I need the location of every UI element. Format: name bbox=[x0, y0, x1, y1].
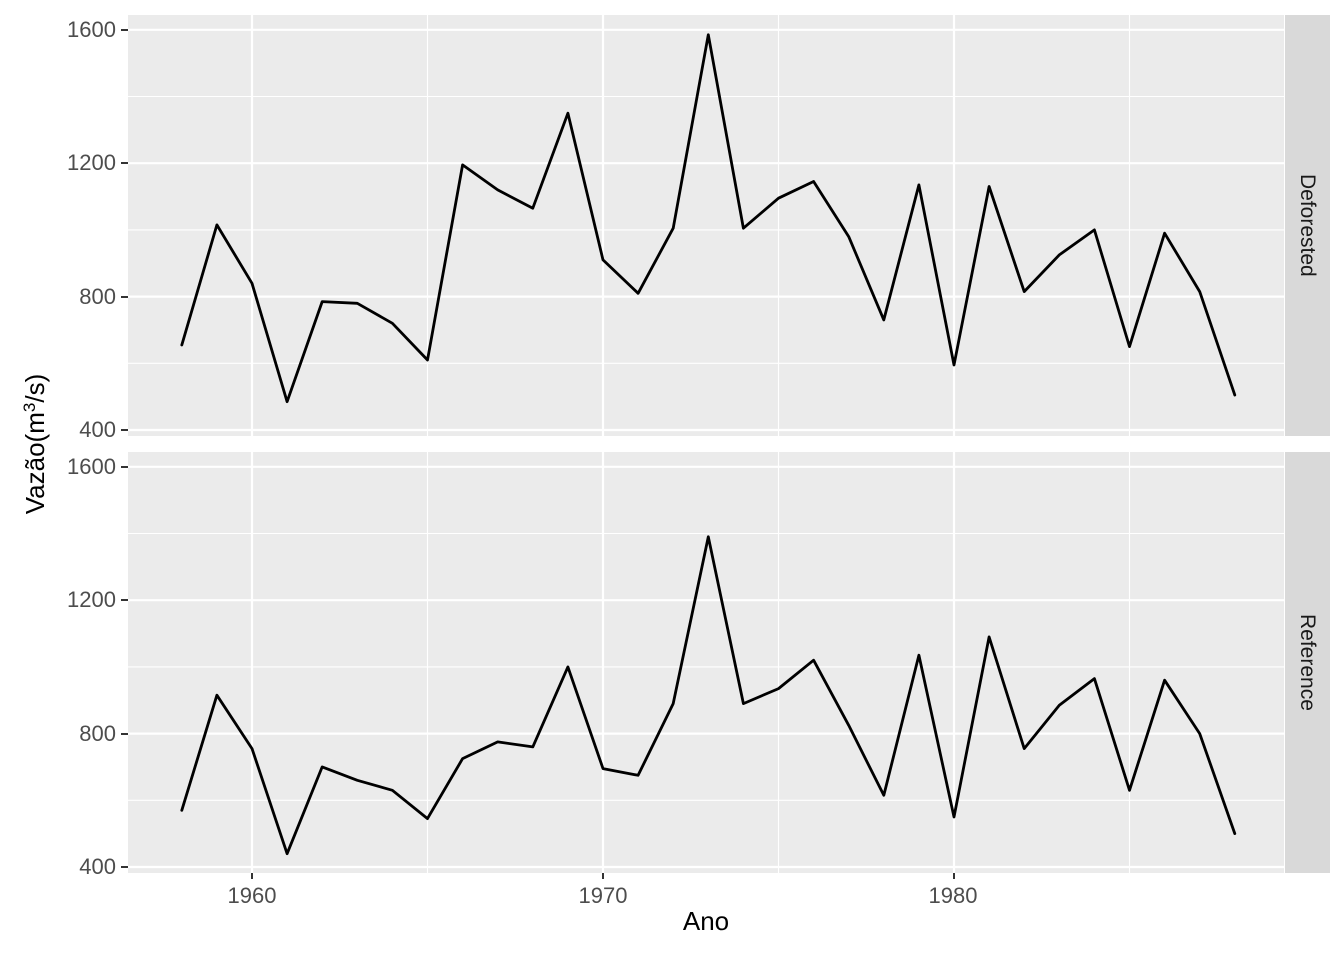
facet-strip-reference: Reference bbox=[1285, 452, 1330, 873]
x-tick-label: 1960 bbox=[227, 883, 277, 908]
y-tick-label: 800 bbox=[79, 721, 116, 746]
y-axis-title-post: /s) bbox=[20, 373, 50, 403]
axis-tick-mark bbox=[121, 295, 128, 298]
y-tick-label: 400 bbox=[79, 417, 116, 442]
axis-tick-mark bbox=[121, 866, 128, 868]
axis-tick-mark bbox=[121, 599, 128, 602]
axis-tick-mark bbox=[602, 873, 604, 879]
axis-tick-mark bbox=[121, 732, 128, 735]
y-tick-label: 400 bbox=[79, 854, 116, 879]
y-axis-title-superscript: 3 bbox=[20, 402, 39, 413]
line-series-reference bbox=[180, 535, 1237, 856]
y-tick-label: 1200 bbox=[67, 150, 116, 175]
y-axis-title: Vazão(m3/s) bbox=[10, 284, 50, 604]
axis-tick-mark bbox=[251, 873, 253, 879]
panel-deforested-svg bbox=[128, 15, 1284, 436]
y-tick-label: 1200 bbox=[67, 587, 116, 612]
facet-strip-label-deforested: Deforested bbox=[1296, 174, 1319, 277]
axis-tick-mark bbox=[953, 873, 955, 879]
line-series-deforested bbox=[180, 33, 1237, 404]
y-tick-label: 1600 bbox=[67, 17, 116, 42]
panel-reference bbox=[128, 452, 1284, 873]
x-tick-label: 1980 bbox=[928, 883, 978, 908]
axis-tick-mark bbox=[121, 28, 128, 31]
axis-tick-mark bbox=[121, 429, 128, 431]
y-tick-label: 800 bbox=[79, 284, 116, 309]
panel-reference-svg bbox=[128, 452, 1284, 873]
axis-tick-mark bbox=[121, 465, 128, 468]
panel-deforested bbox=[128, 15, 1284, 436]
facet-strip-label-reference: Reference bbox=[1296, 614, 1319, 711]
x-tick-label: 1970 bbox=[578, 883, 628, 908]
facet-strip-deforested: Deforested bbox=[1285, 15, 1330, 436]
y-tick-label: 1600 bbox=[67, 454, 116, 479]
x-axis-title: Ano bbox=[682, 906, 730, 936]
axis-tick-mark bbox=[121, 162, 128, 165]
